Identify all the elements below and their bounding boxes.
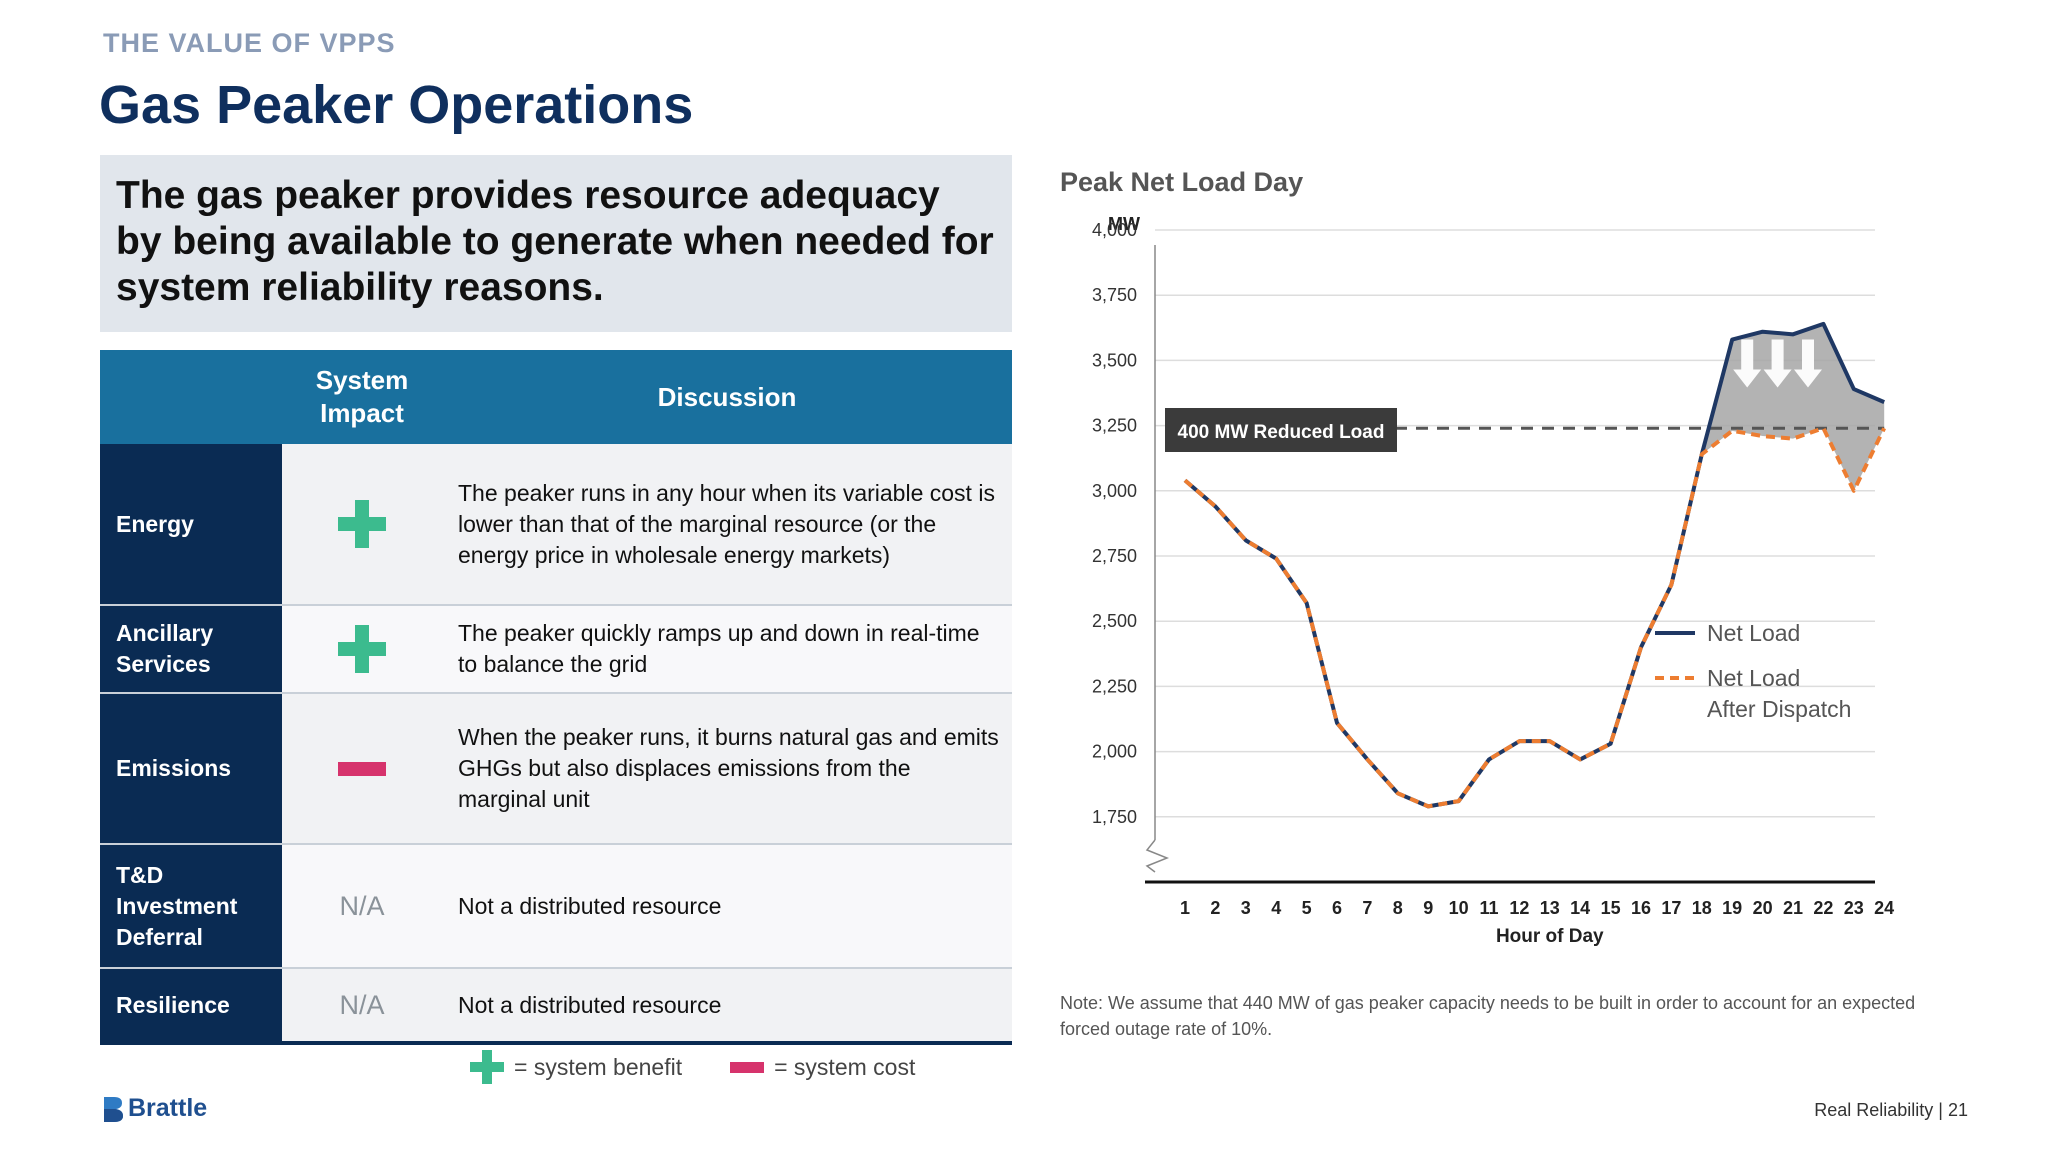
x-tick-label: 7: [1362, 898, 1372, 918]
x-axis-label: Hour of Day: [1496, 926, 1604, 947]
x-tick-label: 23: [1844, 898, 1864, 918]
discussion-cell: When the peaker runs, it burns natural g…: [442, 694, 1012, 843]
impact-legend: = system benefit = system cost: [470, 1050, 915, 1084]
legend-label-net-load-after-dispatch-line2: After Dispatch: [1707, 696, 1851, 722]
header-system-impact: System Impact: [315, 365, 409, 428]
discussion-cell: The peaker quickly ramps up and down in …: [442, 606, 1012, 692]
header-spacer: [100, 350, 282, 444]
impact-cell: [282, 606, 442, 692]
y-tick-label: 4,000: [1092, 220, 1137, 240]
down-arrow-icon: [1794, 339, 1822, 388]
brattle-logo-icon: [104, 1096, 123, 1122]
legend-label-net-load-after-dispatch: Net Load: [1707, 665, 1800, 691]
row-label: T&D Investment Deferral: [100, 845, 282, 967]
impact-cell: N/A: [282, 845, 442, 967]
x-tick-label: 20: [1753, 898, 1773, 918]
y-tick-label: 2,250: [1092, 676, 1137, 696]
down-arrow-icon: [1763, 339, 1792, 388]
plus-icon: [338, 625, 386, 673]
x-tick-label: 15: [1601, 898, 1621, 918]
net-load-chart: MW 1,750 2,000 2,250 2,500 2,750 3,000 3,250 3,5…: [1092, 214, 1894, 947]
annotation-box: [1165, 408, 1397, 452]
x-tick-label: 8: [1393, 898, 1403, 918]
x-tick-label: 2: [1210, 898, 1220, 918]
table-row: Resilience N/A Not a distributed resourc…: [100, 969, 1012, 1045]
plus-icon: [470, 1050, 504, 1084]
y-tick-label: 3,500: [1092, 350, 1137, 370]
discussion-cell: Not a distributed resource: [442, 969, 1012, 1041]
x-tick-label: 6: [1332, 898, 1342, 918]
table-header: System Impact Discussion: [100, 350, 1012, 444]
series-line-net-load-after-dispatch: [1183, 426, 1886, 809]
legend-label-net-load: Net Load: [1707, 620, 1800, 646]
minus-icon: [338, 761, 386, 776]
impact-cell: [282, 694, 442, 843]
footnote: Note: We assume that 440 MW of gas peake…: [1060, 993, 1916, 1039]
chart-title: Peak Net Load Day: [1060, 167, 1304, 197]
axis-break: [1145, 839, 1170, 873]
table-row: T&D Investment Deferral N/A Not a distri…: [100, 845, 1012, 969]
x-tick-label: 4: [1271, 898, 1281, 918]
discussion-cell: Not a distributed resource: [442, 845, 1012, 967]
x-tick-label: 16: [1631, 898, 1651, 918]
x-tick-label: 3: [1241, 898, 1251, 918]
x-tick-label: 19: [1722, 898, 1742, 918]
y-tick-label: 1,750: [1092, 807, 1137, 827]
table-row: Emissions When the peaker runs, it burns…: [100, 694, 1012, 845]
footer-page-number: Real Reliability | 21: [1814, 1100, 1968, 1120]
annotation-label: 400 MW Reduced Load: [1178, 422, 1385, 443]
brand-logo: Brattle: [102, 1094, 207, 1123]
x-tick-label: 9: [1423, 898, 1433, 918]
impact-cell: N/A: [282, 969, 442, 1041]
impact-table: System Impact Discussion Energy The peak…: [100, 350, 1012, 1045]
y-tick-label: 3,750: [1092, 285, 1137, 305]
row-label: Energy: [100, 444, 282, 604]
x-tick-label: 14: [1570, 898, 1590, 918]
x-tick-label: 12: [1509, 898, 1529, 918]
row-label: Emissions: [100, 694, 282, 843]
y-tick-label: 3,000: [1092, 481, 1137, 501]
down-arrow-icon: [1733, 339, 1762, 388]
y-tick-label: 2,500: [1092, 611, 1137, 631]
x-tick-label: 18: [1692, 898, 1712, 918]
x-tick-label: 24: [1874, 898, 1894, 918]
x-tick-label: 1: [1180, 898, 1190, 918]
x-tick-label: 17: [1661, 898, 1681, 918]
section-label: THE VALUE OF VPPS: [103, 28, 396, 58]
x-tick-label: 11: [1479, 898, 1498, 918]
header-discussion: Discussion: [657, 381, 797, 412]
na-label: N/A: [339, 890, 385, 921]
x-tick-label: 13: [1540, 898, 1560, 918]
y-tick-label: 2,750: [1092, 546, 1137, 566]
plus-icon: [338, 500, 386, 548]
callout-box: The gas peaker provides resource adequac…: [100, 155, 1012, 332]
table-row: Ancillary Services The peaker quickly ra…: [100, 606, 1012, 694]
x-tick-label: 22: [1813, 898, 1833, 918]
row-label: Resilience: [100, 969, 282, 1041]
minus-icon: [730, 1061, 765, 1073]
table-row: Energy The peaker runs in any hour when …: [100, 444, 1012, 606]
brand-name: Brattle: [128, 1094, 208, 1122]
callout-text: The gas peaker provides resource adequac…: [116, 174, 994, 309]
na-label: N/A: [339, 989, 385, 1020]
x-tick-label: 10: [1449, 898, 1469, 918]
y-axis-label: MW: [1108, 214, 1140, 234]
x-tick-label: 5: [1302, 898, 1312, 918]
x-tick-label: 21: [1783, 898, 1803, 918]
legend-benefit-label: = system benefit: [514, 1053, 683, 1080]
impact-cell: [282, 444, 442, 604]
y-tick-label: 3,250: [1092, 416, 1137, 436]
row-label: Ancillary Services: [100, 606, 282, 692]
y-tick-label: 2,000: [1092, 742, 1137, 762]
discussion-cell: The peaker runs in any hour when its var…: [442, 444, 1012, 604]
legend-cost-label: = system cost: [774, 1053, 916, 1080]
page-title: Gas Peaker Operations: [99, 75, 694, 135]
